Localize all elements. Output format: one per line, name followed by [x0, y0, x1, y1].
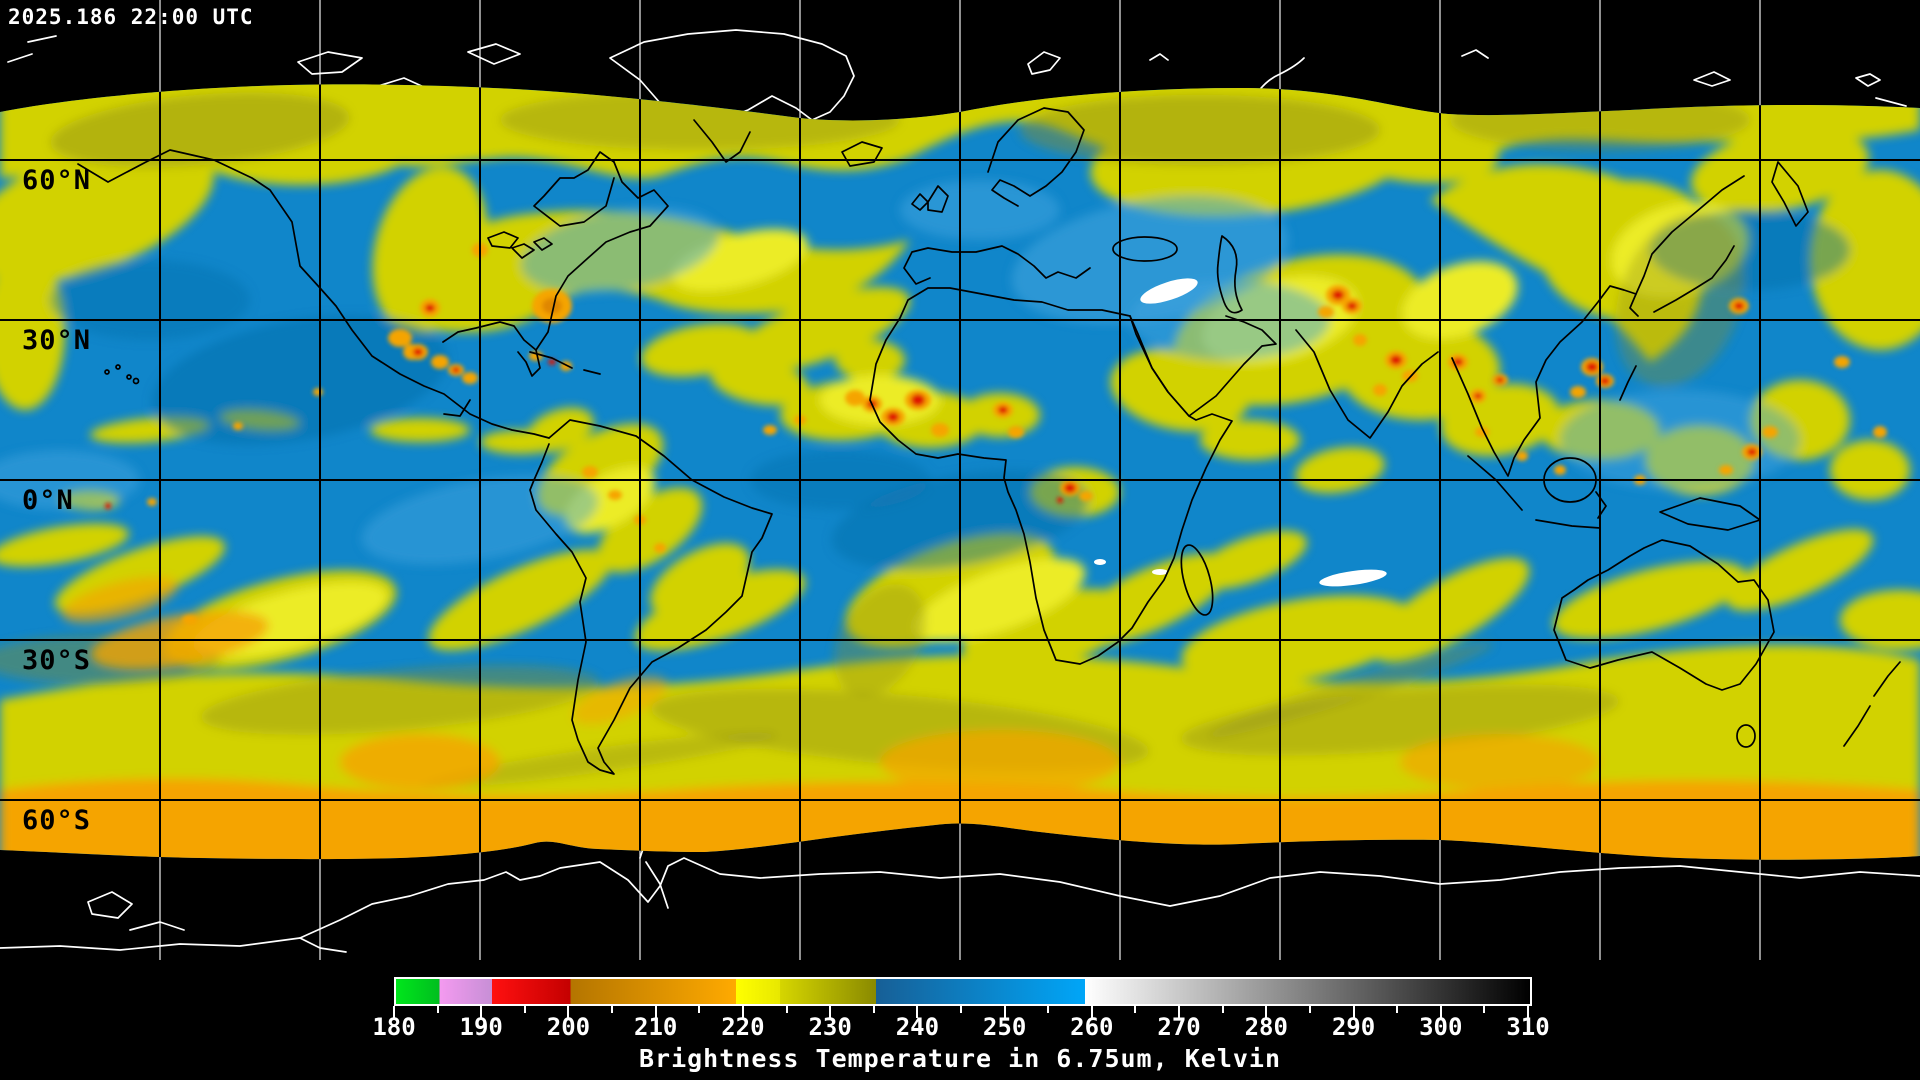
- timestamp-label: 2025.186 22:00 UTC: [8, 5, 254, 29]
- madagascar: [1180, 544, 1214, 616]
- east-asia-coast: [1451, 175, 1745, 477]
- india: [1295, 329, 1439, 439]
- colorbar-major-tick: [1527, 1006, 1529, 1018]
- colorbar-minor-tick: [872, 1006, 875, 1013]
- colorbar-minor-tick: [1221, 1006, 1224, 1013]
- coastlines-nodata: [0, 29, 1920, 953]
- colorbar-minor-tick: [960, 1006, 962, 1013]
- colorbar-major-tick: [1265, 1006, 1268, 1018]
- colorbar-minor-tick: [1483, 1006, 1486, 1013]
- australia: [1553, 539, 1775, 691]
- colorbar-minor-tick: [1047, 1006, 1050, 1013]
- colorbar-minor-tick: [523, 1006, 526, 1013]
- coastlines-data: [77, 107, 1901, 775]
- lat-label-30s: 30°S: [22, 645, 91, 676]
- colorbar-minor-tick: [698, 1006, 701, 1013]
- lat-label-30n: 30°N: [22, 325, 91, 356]
- south-america: [529, 419, 773, 775]
- colorbar-tick-label: 230: [808, 1013, 852, 1041]
- colorbar-tick-label: 260: [1070, 1013, 1114, 1041]
- colorbar-tick-label: 270: [1157, 1013, 1201, 1041]
- colorbar-minor-tick: [611, 1006, 614, 1013]
- colorbar-minor-tick: [1308, 1006, 1311, 1013]
- antarctica-coast: [0, 857, 1920, 951]
- lat-label-60n: 60°N: [22, 165, 91, 196]
- colorbar-tick-label: 250: [982, 1013, 1027, 1041]
- colorbar-major-tick: [829, 1006, 832, 1018]
- colorbar-major-tick: [393, 1006, 395, 1018]
- latitude-labels: 60°N 30°N 0°N 30°S 60°S: [22, 165, 91, 836]
- gulf-florida: [442, 321, 541, 377]
- antarctic-peninsula-ross: [87, 839, 669, 953]
- convective-cores: [105, 243, 1887, 625]
- lat-label-60s: 60°S: [22, 805, 91, 836]
- colorbar-minor-tick: [1134, 1006, 1137, 1013]
- lat-label-0n: 0°N: [22, 485, 74, 516]
- colorbar-major-tick: [567, 1006, 570, 1018]
- caribbean: [443, 351, 601, 417]
- colorbar-tick-label: 300: [1419, 1013, 1463, 1041]
- colorbar-major-tick: [654, 1006, 657, 1018]
- map-canvas: 60°N 30°N 0°N 30°S 60°S: [0, 0, 1920, 960]
- colorbar-major-tick: [916, 1006, 919, 1018]
- colorbar-major-tick: [1003, 1006, 1006, 1018]
- colorbar-major-tick: [1090, 1006, 1093, 1018]
- graticule-data: [0, 84, 1920, 860]
- africa: [869, 287, 1233, 665]
- caspian-sea: [1216, 235, 1243, 314]
- great-lakes: [487, 231, 553, 259]
- south-europe: [903, 245, 1091, 285]
- colorbar-major-tick: [480, 1006, 483, 1018]
- kamchatka: [1771, 161, 1809, 227]
- north-america-west: [77, 149, 550, 439]
- greenland-coast: [609, 29, 855, 121]
- colorbar-tick-label: 180: [372, 1013, 416, 1041]
- new-zealand: [1843, 661, 1901, 747]
- colorbar-major-tick: [1352, 1006, 1355, 1018]
- colorbar-tick-label: 310: [1506, 1013, 1550, 1041]
- scandinavia: [987, 107, 1085, 207]
- colorbar-tick-label: 210: [634, 1013, 678, 1041]
- colorbar-tick-label: 190: [459, 1013, 503, 1041]
- colorbar-tick-label: 280: [1244, 1013, 1288, 1041]
- arabia: [1129, 315, 1277, 417]
- tasmania: [1736, 724, 1756, 748]
- us-east-labrador: [535, 161, 669, 351]
- hudson-bay: [533, 151, 615, 227]
- colorbar-major-tick: [741, 1006, 744, 1018]
- iceland: [841, 141, 883, 167]
- svalbard: [1027, 51, 1061, 75]
- colorbar-tick-label: 290: [1331, 1013, 1376, 1041]
- colorbar-minor-tick: [436, 1006, 439, 1013]
- data-swath: [0, 84, 1920, 860]
- colorbar-caption: Brightness Temperature in 6.75um, Kelvin: [638, 1044, 1282, 1073]
- colorbar-major-tick: [1178, 1006, 1181, 1018]
- colorbar-minor-tick: [1396, 1006, 1399, 1013]
- colorbar-major-tick: [1439, 1006, 1442, 1018]
- greenland-south: [693, 119, 751, 163]
- british-isles: [911, 185, 949, 213]
- colorbar-tick-label: 200: [546, 1013, 591, 1041]
- russian-arctic-islands: [1149, 49, 1907, 107]
- colorbar-minor-tick: [785, 1006, 788, 1013]
- colorbar-tick-label: 220: [721, 1013, 765, 1041]
- japan-korea: [1629, 245, 1735, 317]
- warm-surface-spots: [1094, 278, 1387, 587]
- colorbar: [394, 977, 1532, 1006]
- colorbar-tick-label: 240: [895, 1013, 940, 1041]
- black-sea: [1112, 236, 1178, 262]
